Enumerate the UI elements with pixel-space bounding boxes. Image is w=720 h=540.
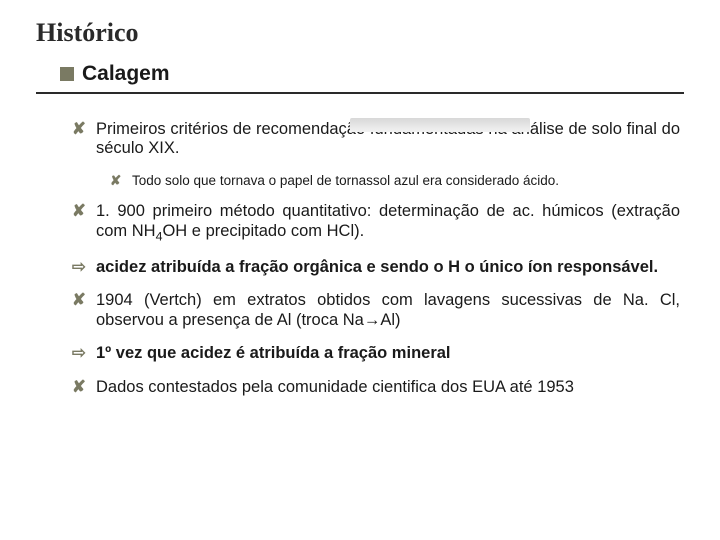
subtitle-row: Calagem bbox=[60, 62, 684, 86]
list-item: ✘Dados contestados pela comunidade cient… bbox=[72, 378, 680, 397]
x-bullet-icon: ✘ bbox=[110, 173, 132, 189]
arrow-bullet-icon: ⇨ bbox=[72, 344, 96, 363]
item-text: acidez atribuída a fração orgânica e sen… bbox=[96, 258, 680, 277]
list-item: ✘1904 (Vertch) em extratos obtidos com l… bbox=[72, 291, 680, 330]
sub-list-item: ✘Todo solo que tornava o papel de tornas… bbox=[110, 173, 680, 189]
x-bullet-icon: ✘ bbox=[72, 202, 96, 243]
item-text: 1. 900 primeiro método quantitativo: det… bbox=[96, 202, 680, 243]
arrow-bullet-icon: ⇨ bbox=[72, 258, 96, 277]
x-bullet-icon: ✘ bbox=[72, 378, 96, 397]
item-text: Dados contestados pela comunidade cienti… bbox=[96, 378, 680, 397]
divider-line bbox=[36, 92, 684, 94]
item-text: Todo solo que tornava o papel de tornass… bbox=[132, 173, 680, 189]
item-text: 1904 (Vertch) em extratos obtidos com la… bbox=[96, 291, 680, 330]
x-bullet-icon: ✘ bbox=[72, 291, 96, 330]
square-bullet-icon bbox=[60, 67, 74, 81]
list-item: ⇨1º vez que acidez é atribuída a fração … bbox=[72, 344, 680, 363]
slide: Histórico Calagem ✘Primeiros critérios d… bbox=[0, 0, 720, 540]
item-text: 1º vez que acidez é atribuída a fração m… bbox=[96, 344, 680, 363]
content-area: ✘Primeiros critérios de recomendação fun… bbox=[72, 120, 680, 397]
shadow-bar bbox=[350, 118, 530, 132]
slide-subtitle: Calagem bbox=[82, 62, 170, 86]
list-item: ⇨acidez atribuída a fração orgânica e se… bbox=[72, 258, 680, 277]
slide-title: Histórico bbox=[36, 18, 684, 48]
list-item: ✘1. 900 primeiro método quantitativo: de… bbox=[72, 202, 680, 243]
x-bullet-icon: ✘ bbox=[72, 120, 96, 159]
